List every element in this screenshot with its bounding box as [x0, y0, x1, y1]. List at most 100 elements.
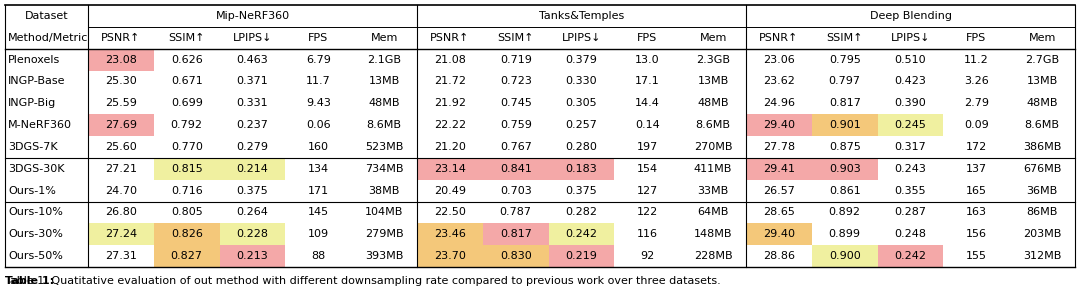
Bar — [746, 223, 812, 245]
Text: Ours-50%: Ours-50% — [8, 251, 63, 261]
Bar — [812, 158, 878, 180]
Text: 27.78: 27.78 — [762, 142, 795, 152]
Text: 13.0: 13.0 — [635, 55, 660, 65]
Text: 23.70: 23.70 — [434, 251, 465, 261]
Text: Ours-1%: Ours-1% — [8, 186, 56, 196]
Text: 734MB: 734MB — [365, 164, 403, 174]
Text: 25.59: 25.59 — [105, 98, 137, 108]
Bar — [417, 223, 483, 245]
Text: 29.41: 29.41 — [762, 164, 795, 174]
Text: 0.331: 0.331 — [237, 98, 268, 108]
Bar — [87, 114, 153, 136]
Text: Ours-10%: Ours-10% — [8, 207, 63, 217]
Text: SSIM↑: SSIM↑ — [826, 33, 863, 43]
Text: 0.716: 0.716 — [171, 186, 203, 196]
Text: 22.50: 22.50 — [434, 207, 465, 217]
Text: 23.06: 23.06 — [764, 55, 795, 65]
Text: 27.24: 27.24 — [105, 229, 137, 239]
Text: 0.287: 0.287 — [894, 207, 927, 217]
Text: SSIM↑: SSIM↑ — [498, 33, 534, 43]
Text: Method/Metric: Method/Metric — [8, 33, 89, 43]
Text: 0.355: 0.355 — [894, 186, 927, 196]
Text: 0.237: 0.237 — [237, 120, 269, 130]
Text: 127: 127 — [637, 186, 658, 196]
Text: 145: 145 — [308, 207, 329, 217]
Text: 0.06: 0.06 — [306, 120, 330, 130]
Text: 160: 160 — [308, 142, 328, 152]
Text: 0.770: 0.770 — [171, 142, 203, 152]
Text: 0.719: 0.719 — [500, 55, 531, 65]
Text: 0.861: 0.861 — [828, 186, 861, 196]
Text: 11.7: 11.7 — [306, 77, 330, 86]
Text: PSNR↑: PSNR↑ — [430, 33, 470, 43]
Bar — [746, 158, 812, 180]
Text: 0.901: 0.901 — [828, 120, 861, 130]
Bar — [219, 245, 285, 267]
Text: INGP-Big: INGP-Big — [8, 98, 56, 108]
Text: 0.817: 0.817 — [828, 98, 861, 108]
Bar — [417, 245, 483, 267]
Bar — [153, 245, 219, 267]
Text: 6.79: 6.79 — [306, 55, 330, 65]
Text: 0.245: 0.245 — [894, 120, 927, 130]
Text: 0.214: 0.214 — [237, 164, 269, 174]
Text: 154: 154 — [637, 164, 658, 174]
Text: 0.228: 0.228 — [237, 229, 269, 239]
Text: 0.242: 0.242 — [566, 229, 597, 239]
Text: 8.6MB: 8.6MB — [696, 120, 730, 130]
Text: 155: 155 — [966, 251, 987, 261]
Text: 21.72: 21.72 — [434, 77, 465, 86]
Text: 3DGS-30K: 3DGS-30K — [8, 164, 65, 174]
Text: PSNR↑: PSNR↑ — [102, 33, 140, 43]
Text: 20.49: 20.49 — [434, 186, 465, 196]
Text: 0.875: 0.875 — [828, 142, 861, 152]
Text: 0.305: 0.305 — [566, 98, 597, 108]
Text: 0.900: 0.900 — [828, 251, 861, 261]
Text: 92: 92 — [640, 251, 654, 261]
Text: 0.815: 0.815 — [171, 164, 203, 174]
Text: Mem: Mem — [700, 33, 727, 43]
Text: 109: 109 — [308, 229, 329, 239]
Bar — [549, 223, 615, 245]
Text: Mip-NeRF360: Mip-NeRF360 — [215, 11, 289, 21]
Bar — [812, 114, 878, 136]
Text: 13MB: 13MB — [1026, 77, 1057, 86]
Text: 14.4: 14.4 — [635, 98, 660, 108]
Text: 86MB: 86MB — [1026, 207, 1057, 217]
Text: LPIPS↓: LPIPS↓ — [233, 33, 272, 43]
Text: 0.213: 0.213 — [237, 251, 268, 261]
Bar — [878, 245, 944, 267]
Text: 25.60: 25.60 — [105, 142, 137, 152]
Bar — [878, 114, 944, 136]
Text: Mem: Mem — [370, 33, 397, 43]
Bar — [219, 158, 285, 180]
Text: 0.317: 0.317 — [894, 142, 927, 152]
Text: 148MB: 148MB — [693, 229, 732, 239]
Text: INGP-Base: INGP-Base — [8, 77, 66, 86]
Text: FPS: FPS — [967, 33, 986, 43]
Text: 38MB: 38MB — [368, 186, 400, 196]
Text: 0.279: 0.279 — [237, 142, 269, 152]
Text: 137: 137 — [966, 164, 987, 174]
Text: 21.20: 21.20 — [434, 142, 465, 152]
Text: 0.282: 0.282 — [566, 207, 597, 217]
Text: 23.14: 23.14 — [434, 164, 465, 174]
Text: Dataset: Dataset — [25, 11, 68, 21]
Text: 48MB: 48MB — [698, 98, 729, 108]
Bar — [219, 223, 285, 245]
Text: Tanks&Temples: Tanks&Temples — [539, 11, 624, 21]
Text: 64MB: 64MB — [698, 207, 729, 217]
Text: 171: 171 — [308, 186, 329, 196]
Text: 11.2: 11.2 — [964, 55, 988, 65]
Text: 116: 116 — [637, 229, 658, 239]
Text: 411MB: 411MB — [694, 164, 732, 174]
Text: 104MB: 104MB — [365, 207, 403, 217]
Text: 24.70: 24.70 — [105, 186, 137, 196]
Text: 23.46: 23.46 — [434, 229, 465, 239]
Text: 0.723: 0.723 — [500, 77, 531, 86]
Bar — [153, 158, 219, 180]
Text: 8.6MB: 8.6MB — [366, 120, 402, 130]
Text: Ours-30%: Ours-30% — [8, 229, 63, 239]
Text: 17.1: 17.1 — [635, 77, 660, 86]
Text: 88: 88 — [311, 251, 325, 261]
